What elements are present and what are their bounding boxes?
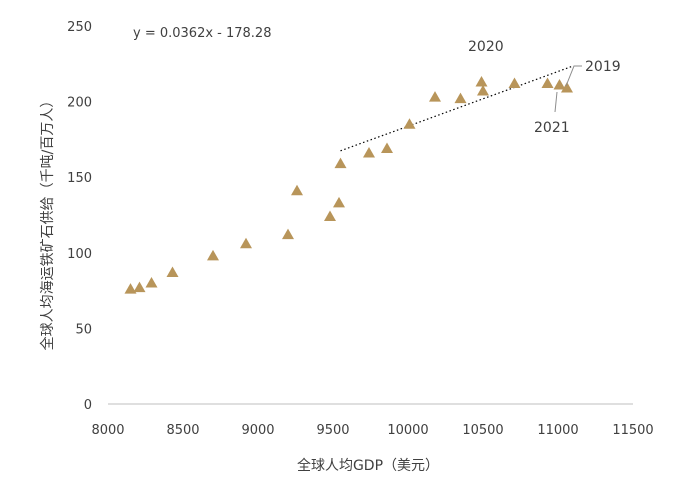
x-tick-labels: 8000 8500 9000 9500 10000 10500 11000 11500 [91,423,653,438]
data-point [508,77,521,88]
data-point [561,81,573,93]
x-axis-title: 全球人均GDP（美元） [297,457,439,474]
y-tick-labels: 0 50 100 150 200 250 [67,20,92,413]
annotation-label: 2020 [468,39,504,55]
y-tick-label: 250 [67,20,92,35]
x-tick-label: 8000 [91,423,124,438]
trendline [340,65,574,152]
x-tick-label: 11500 [612,423,653,438]
y-tick-label: 50 [75,322,92,337]
y-tick-label: 100 [67,247,92,262]
data-point [133,281,146,293]
annotation-leader-line [554,91,558,113]
data-point [334,157,347,169]
data-point [363,147,375,158]
y-tick-label: 200 [67,96,92,111]
data-point [553,78,566,90]
annotation-label: 2019 [585,59,621,75]
data-point [324,210,336,222]
data-point [207,249,219,261]
annotation-label: 2021 [534,120,570,136]
x-tick-label: 10000 [387,423,428,438]
data-point [166,266,179,277]
data-point [333,196,345,208]
data-point [381,142,393,153]
x-tick-label: 9000 [241,423,274,438]
y-tick-label: 150 [67,171,92,186]
data-point [477,85,489,96]
trendline-equation: y = 0.0362x - 178.28 [133,26,271,41]
data-point [541,77,554,88]
data-point [124,283,137,294]
trendline-group [340,65,574,152]
y-tick-label: 0 [84,398,92,413]
data-point [282,228,294,240]
x-tick-label: 11000 [537,423,578,438]
annotation-leader-line [565,65,582,87]
data-point [475,75,488,87]
data-point [403,118,416,129]
data-point [429,91,441,102]
x-tick-label: 10500 [462,423,503,438]
data-points [124,75,573,294]
data-point [454,92,467,104]
x-tick-label: 9500 [316,423,349,438]
data-point [145,277,158,288]
annotations: 2020 2019 2021 [468,39,621,136]
data-point [240,237,252,249]
x-tick-label: 8500 [166,423,199,438]
data-point [291,184,303,196]
y-axis-title: 全球人均海运铁矿石供给（千吨/百万人） [39,94,56,351]
